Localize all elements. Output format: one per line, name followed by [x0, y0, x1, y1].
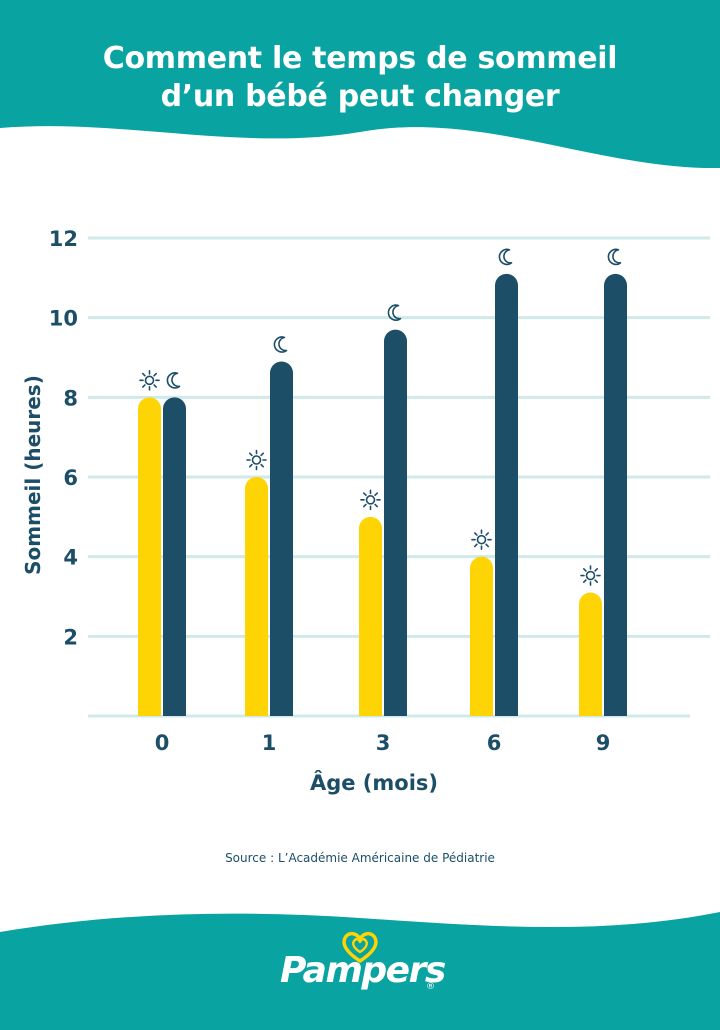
y-tick-label: 10 — [49, 307, 78, 331]
moon-icon — [498, 248, 513, 266]
header-background — [0, 0, 720, 169]
y-tick-label: 8 — [63, 386, 78, 410]
moon-icon — [387, 304, 402, 321]
pampers-logo[interactable]: Pampers ® — [280, 930, 446, 1010]
x-tick-label: 0 — [155, 731, 170, 755]
moon-icon — [273, 336, 288, 353]
y-tick-labels: 2 4 6 8 10 12 — [49, 227, 78, 649]
sun-icon — [580, 565, 601, 586]
title-line-1: Comment le temps de sommeil — [102, 41, 618, 76]
bar-night-sleep — [604, 273, 627, 716]
bar-night-sleep — [384, 329, 407, 716]
bar-night-sleep — [270, 361, 293, 716]
heart-icon — [342, 931, 378, 963]
moon-icon — [166, 372, 181, 389]
sun-icon — [139, 370, 160, 391]
logo-wordmark: Pampers — [280, 950, 446, 991]
bar-day-sleep — [138, 397, 161, 716]
sun-icon — [246, 449, 267, 471]
bars — [138, 273, 627, 716]
bar-icons — [139, 248, 622, 586]
bar-day-sleep — [470, 556, 493, 716]
sun-icon — [471, 529, 492, 550]
bar-day-sleep — [245, 477, 268, 716]
title-line-2: d’un bébé peut changer — [160, 79, 560, 114]
bar-night-sleep — [495, 273, 518, 716]
x-tick-label: 6 — [487, 731, 502, 755]
x-tick-label: 1 — [262, 731, 277, 755]
x-tick-labels: 0 1 3 6 9 — [155, 731, 611, 755]
registered-mark: ® — [426, 982, 435, 992]
bar-night-sleep — [163, 397, 186, 716]
y-tick-label: 6 — [63, 466, 78, 490]
moon-icon — [607, 248, 622, 266]
y-tick-label: 2 — [63, 625, 78, 649]
page-title: Comment le temps de sommeil d’un bébé pe… — [0, 40, 720, 116]
bar-day-sleep — [579, 592, 602, 716]
y-tick-label: 12 — [49, 227, 78, 251]
y-axis-label: Sommeil (heures) — [21, 375, 45, 575]
sun-icon — [360, 489, 381, 511]
x-tick-label: 9 — [596, 731, 611, 755]
x-tick-label: 3 — [376, 731, 391, 755]
source-note: Source : L’Académie Américaine de Pédiat… — [225, 851, 495, 865]
bar-day-sleep — [359, 516, 382, 716]
y-tick-label: 4 — [63, 546, 78, 570]
x-axis-label: Âge (mois) — [310, 770, 438, 795]
footer-background — [0, 912, 720, 1030]
